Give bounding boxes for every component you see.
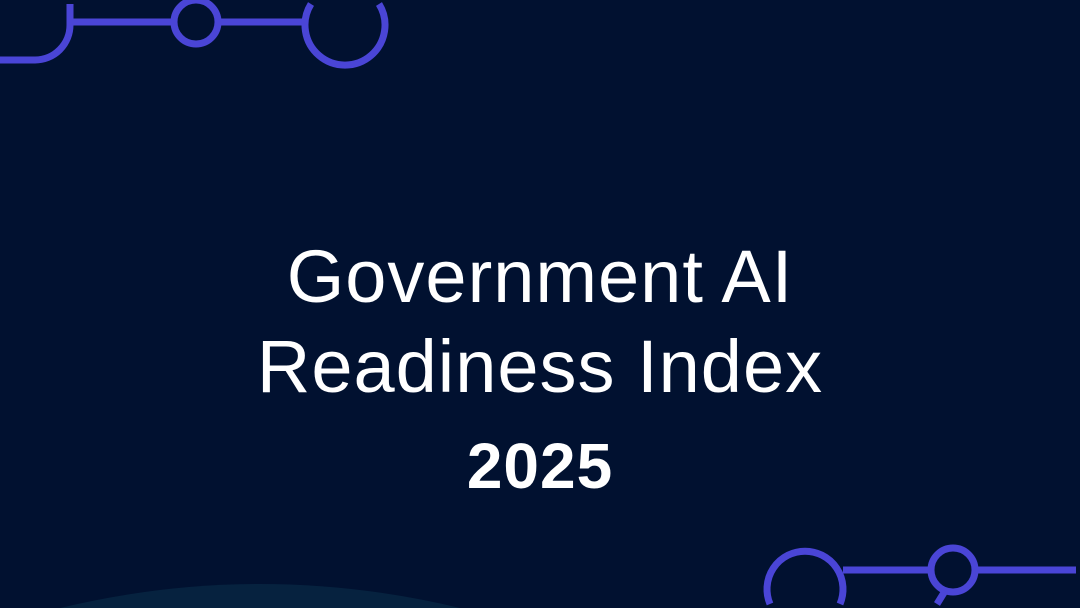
slide-title: Government AI Readiness Index bbox=[0, 232, 1080, 412]
rounded-connector bbox=[0, 4, 74, 64]
node-large bbox=[301, 2, 389, 69]
node-large bbox=[763, 547, 847, 606]
network-graphic-top bbox=[0, 0, 389, 69]
title-line-1: Government AI bbox=[286, 235, 794, 318]
slide-year: 2025 bbox=[466, 430, 614, 502]
network-graphic-bottom bbox=[763, 544, 1076, 606]
title-line-2: Readiness Index bbox=[256, 325, 824, 408]
glow-arc bbox=[60, 584, 460, 608]
node-small bbox=[170, 0, 222, 48]
node-small bbox=[927, 544, 979, 596]
